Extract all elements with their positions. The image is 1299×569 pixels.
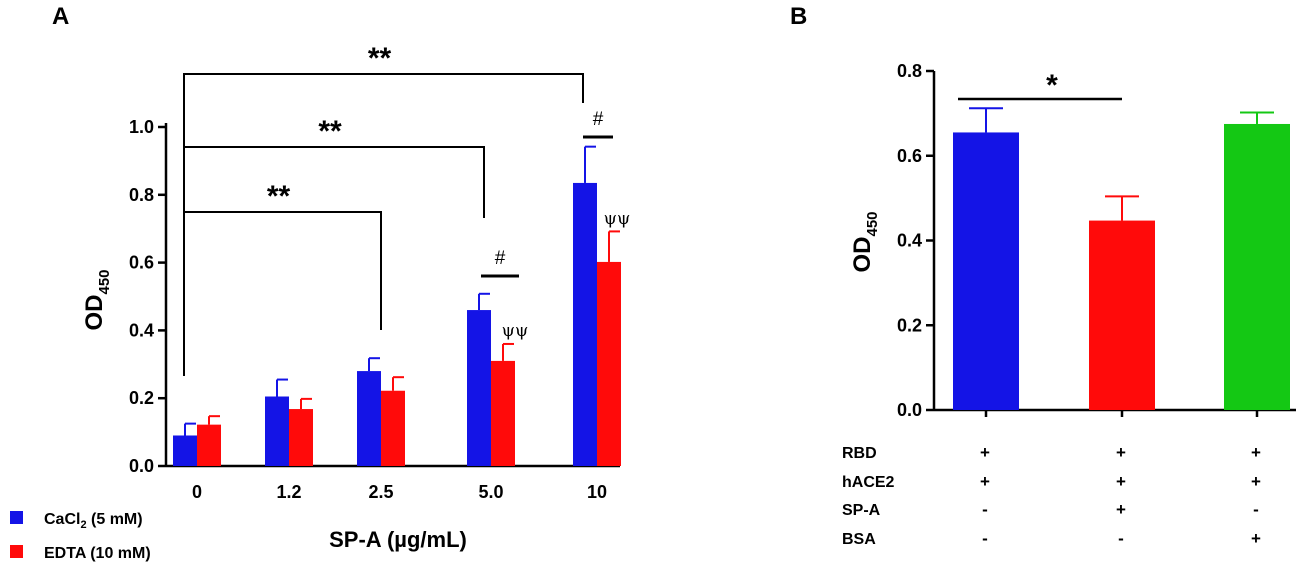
panel-a-psi-label-10: ψψ xyxy=(604,209,631,229)
panel-a-bar-s1-10 xyxy=(597,261,621,466)
panel-a-significance-bracket-0 xyxy=(183,211,382,376)
panel-a-xtick-label-2-5: 2.5 xyxy=(368,482,393,502)
legend: CaCl2 (5 mM) EDTA (10 mM) xyxy=(10,511,151,562)
panel-b-chart: 0.0 0.2 0.4 0.6 0.8 * RBD + + + hACE2 + + + SP-A - + - B… xyxy=(842,61,1296,548)
panel-a-ytick-label-0-8: 0.8 xyxy=(129,185,154,205)
panel-a-bar-s0-5-0 xyxy=(467,310,491,466)
condition-sign-sp-a-2: - xyxy=(1253,500,1259,519)
panel-a-significance-label-2: ** xyxy=(368,42,392,75)
panel-a-chart: 0.0 0.2 0.4 0.6 0.8 1.0 0 1.2 2.5 5.0 10 ** ** ** # # ψ… xyxy=(10,42,630,562)
legend-swatch-edta xyxy=(10,545,23,558)
panel-a-ytick-label-0-0: 0.0 xyxy=(129,456,154,476)
panel-a-significance-label-0: ** xyxy=(267,180,291,213)
condition-sign-bsa-0: - xyxy=(982,529,988,548)
panel-b-significance-label-0: * xyxy=(1046,69,1058,102)
panel-a-bar-s1-0 xyxy=(197,424,221,466)
panel-a-bar-s1-2-5 xyxy=(381,390,405,466)
panel-a-significance-bracket-1 xyxy=(183,146,485,376)
condition-sign-hace2-2: + xyxy=(1251,472,1261,491)
panel-a-x-axis-title: SP-A (µg/mL) xyxy=(329,527,467,552)
panel-b-bar-1 xyxy=(1089,220,1155,410)
panel-a-hash-label-10: # xyxy=(593,109,604,130)
panel-a-xtick-label-0: 0 xyxy=(192,482,202,502)
panel-b-ytick-label-0-0: 0.0 xyxy=(897,400,922,420)
condition-label-bsa: BSA xyxy=(842,531,876,548)
panel-a-bar-s0-1-2 xyxy=(265,396,289,466)
panel-b-label: B xyxy=(790,3,807,30)
panel-b-y-axis-title: OD450 xyxy=(849,211,881,272)
panel-a-ytick-label-0-6: 0.6 xyxy=(129,253,154,273)
panel-a-bar-s0-2-5 xyxy=(357,371,381,466)
condition-sign-rbd-0: + xyxy=(980,443,990,462)
panel-b-ytick-label-0-4: 0.4 xyxy=(897,231,922,251)
panel-a-bar-s1-5-0 xyxy=(491,360,515,466)
panel-a-xtick-label-1-2: 1.2 xyxy=(276,482,301,502)
panel-a-ytick-label-1-0: 1.0 xyxy=(129,117,154,137)
panel-b-ytick-label-0-8: 0.8 xyxy=(897,61,922,81)
panel-a-xtick-label-10: 10 xyxy=(587,482,607,502)
panel-a-y-axis-title: OD450 xyxy=(81,269,113,330)
condition-sign-rbd-1: + xyxy=(1116,443,1126,462)
panel-a-bar-s1-1-2 xyxy=(289,409,313,466)
condition-sign-sp-a-1: + xyxy=(1116,500,1126,519)
panel-a-label: A xyxy=(52,3,69,30)
panel-a-significance-label-1: ** xyxy=(318,115,342,148)
condition-sign-bsa-2: + xyxy=(1251,529,1261,548)
panel-b-ytick-label-0-6: 0.6 xyxy=(897,146,922,166)
condition-sign-bsa-1: - xyxy=(1118,529,1124,548)
condition-label-rbd: RBD xyxy=(842,445,877,462)
panel-b-ytick-label-0-2: 0.2 xyxy=(897,315,922,335)
panel-a-bar-s0-0 xyxy=(173,435,197,466)
condition-label-hace2: hACE2 xyxy=(842,474,895,491)
panel-a-ytick-label-0-4: 0.4 xyxy=(129,320,154,340)
panel-a-significance-bracket-2 xyxy=(183,73,584,376)
panel-a-hash-label-5-0: # xyxy=(495,248,506,269)
panel-b-bar-0 xyxy=(953,132,1019,410)
panel-a-ytick-label-0-2: 0.2 xyxy=(129,388,154,408)
legend-label-edta: EDTA (10 mM) xyxy=(44,545,151,562)
panel-a-psi-label-5-0: ψψ xyxy=(502,321,529,341)
condition-sign-hace2-1: + xyxy=(1116,472,1126,491)
panel-a-xtick-label-5-0: 5.0 xyxy=(478,482,503,502)
panel-a-bar-s0-10 xyxy=(573,182,597,466)
legend-swatch-cacl2 xyxy=(10,511,23,524)
legend-label-cacl2: CaCl2 (5 mM) xyxy=(44,511,143,531)
condition-sign-sp-a-0: - xyxy=(982,500,988,519)
panel-b-bar-2 xyxy=(1224,123,1290,410)
condition-label-sp-a: SP-A xyxy=(842,502,881,519)
condition-sign-hace2-0: + xyxy=(980,472,990,491)
condition-sign-rbd-2: + xyxy=(1251,443,1261,462)
